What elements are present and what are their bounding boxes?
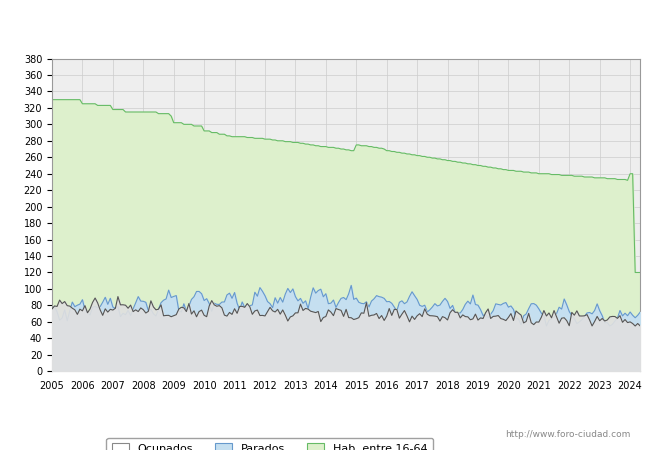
Text: http://www.foro-ciudad.com: http://www.foro-ciudad.com: [505, 430, 630, 439]
Legend: Ocupados, Parados, Hab. entre 16-64: Ocupados, Parados, Hab. entre 16-64: [107, 438, 433, 450]
Text: Zarzuela del Pinar - Evolucion de la poblacion en edad de Trabajar Mayo de 2024: Zarzuela del Pinar - Evolucion de la pob…: [85, 19, 565, 32]
